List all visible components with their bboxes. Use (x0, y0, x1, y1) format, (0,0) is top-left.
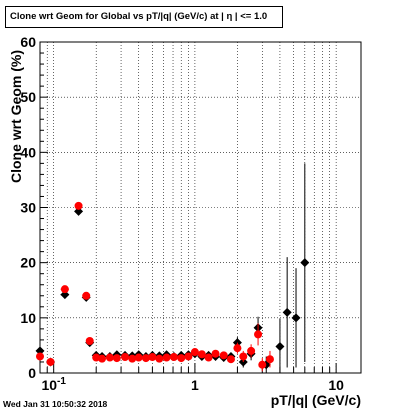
chart-title: Clone wrt Geom for Global vs pT/|q| (GeV… (5, 6, 283, 28)
data-point (265, 355, 274, 364)
y-tick-label: 20 (20, 255, 36, 271)
data-point (74, 201, 83, 210)
data-point (300, 258, 310, 268)
data-point (233, 344, 242, 353)
data-point (239, 352, 248, 361)
data-point (121, 353, 130, 362)
y-tick-label: 50 (20, 89, 36, 105)
data-point (247, 346, 256, 355)
series-1 (36, 201, 274, 372)
x-axis-label: pT/|q| (GeV/c) (271, 392, 361, 408)
data-point (112, 354, 121, 363)
data-point (197, 350, 206, 359)
y-tick-label: 60 (20, 34, 36, 50)
series-layer (35, 163, 310, 373)
data-point (254, 330, 263, 339)
x-tick-label: 10 (328, 377, 344, 393)
data-point (148, 353, 157, 362)
data-point (177, 354, 186, 363)
series-0 (35, 163, 310, 373)
data-point (282, 307, 292, 317)
data-point (184, 352, 193, 361)
timestamp-label: Wed Jan 31 10:50:32 2018 (3, 399, 108, 409)
data-point (82, 291, 91, 300)
data-point (36, 352, 44, 361)
y-tick-label: 10 (20, 310, 36, 326)
data-point (85, 337, 94, 346)
y-tick-label: 30 (20, 200, 36, 216)
data-point (134, 353, 143, 362)
data-point (258, 360, 267, 369)
data-point (105, 353, 114, 362)
data-point (169, 353, 178, 362)
data-point (226, 355, 235, 364)
data-point (211, 349, 220, 358)
y-tick-label: 40 (20, 144, 36, 160)
axes: 0 10 20 30 40 50 60 10-1 1 10 (20, 34, 344, 393)
data-point (162, 353, 171, 362)
data-point (46, 357, 55, 366)
grid-lines (39, 42, 361, 373)
data-point (128, 354, 137, 363)
data-point (275, 342, 285, 352)
data-point (155, 354, 164, 363)
x-tick-label: 1 (191, 377, 199, 393)
data-point (219, 351, 228, 360)
data-point (190, 348, 199, 357)
y-tick-label: 0 (28, 365, 36, 381)
data-point (60, 285, 69, 294)
x-tick-label: 10-1 (41, 376, 66, 393)
data-point (291, 313, 301, 323)
data-point (141, 354, 150, 363)
y-axis-label: Clone wrt Geom (%) (8, 50, 24, 183)
data-point (204, 353, 213, 362)
data-point (98, 354, 107, 363)
